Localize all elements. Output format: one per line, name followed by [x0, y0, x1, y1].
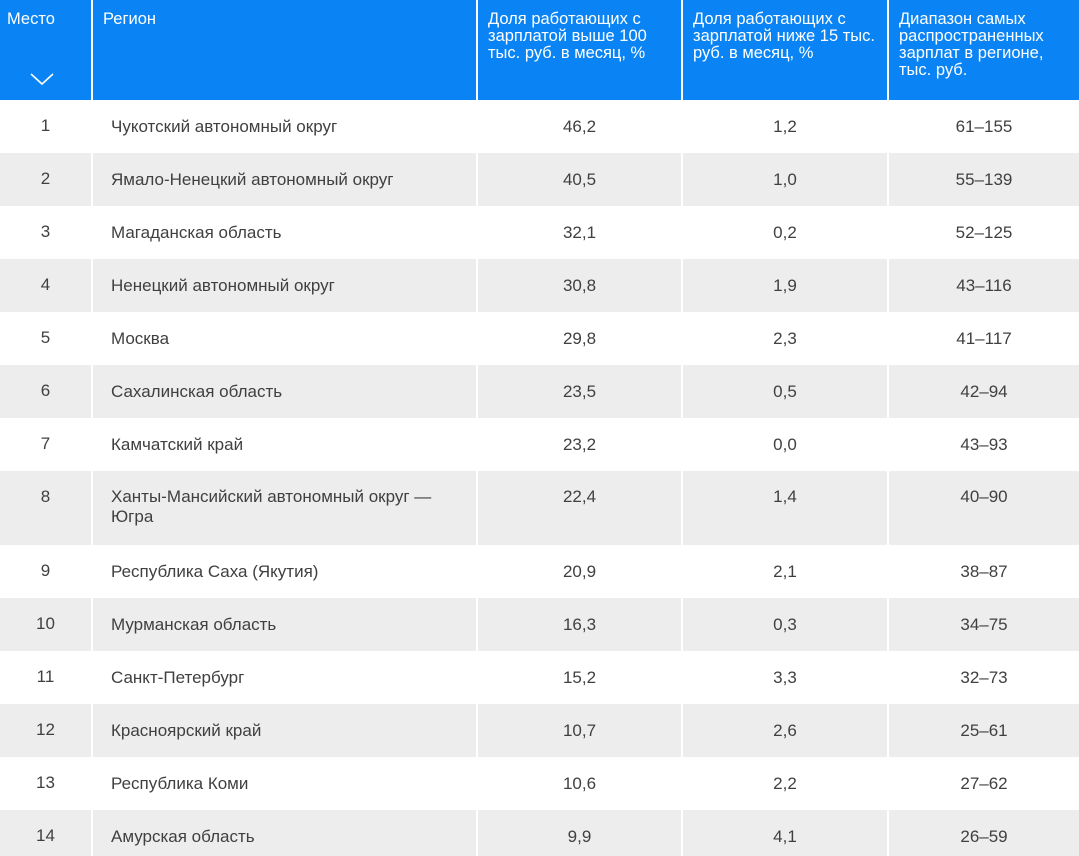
cell-below15: 0,5 [681, 365, 888, 418]
cell-above100: 29,8 [476, 312, 682, 365]
cell-above100: 10,6 [476, 757, 682, 810]
header-below15[interactable]: Доля работающих с зарплатой ниже 15 тыс.… [681, 0, 888, 100]
cell-place: 5 [40, 327, 51, 347]
cell-below15: 1,2 [681, 100, 888, 153]
table-row: 10 Мурманская область 16,3 0,3 34–75 [0, 598, 1079, 651]
cell-place: 13 [36, 772, 55, 792]
cell-range: 41–117 [887, 312, 1079, 365]
cell-region: Москва [91, 312, 477, 365]
cell-range: 43–116 [887, 259, 1079, 312]
cell-place: 1 [40, 115, 51, 135]
cell-range: 27–62 [887, 757, 1079, 810]
cell-place: 4 [0, 259, 92, 312]
table-row: 1 Чукотский автономный округ 46,2 1,2 61–155 [0, 100, 1079, 153]
cell-range: 38–87 [887, 545, 1079, 598]
cell-place: 9 [40, 560, 51, 580]
header-below15-label: Доля работающих с зарплатой ниже 15 тыс.… [693, 10, 875, 62]
cell-above100: 20,9 [476, 545, 682, 598]
cell-range: 52–125 [887, 206, 1079, 259]
cell-region: Республика Саха (Якутия) [91, 545, 477, 598]
cell-below15: 2,3 [681, 312, 888, 365]
cell-range: 55–139 [887, 153, 1079, 206]
cell-below15: 2,1 [681, 545, 888, 598]
cell-place: 12 [0, 704, 92, 757]
cell-above100: 46,2 [476, 100, 682, 153]
cell-range: 40–90 [887, 471, 1079, 545]
cell-place: 3 [40, 221, 51, 241]
cell-place: 6 [0, 365, 92, 418]
cell-range: 43–93 [887, 418, 1079, 471]
header-region[interactable]: Регион [91, 0, 477, 100]
cell-region: Магаданская область [91, 206, 477, 259]
chevron-down-icon[interactable] [29, 72, 55, 86]
cell-place: 7 [40, 433, 51, 453]
cell-range: 34–75 [887, 598, 1079, 651]
cell-region: Амурская область [91, 810, 477, 856]
header-place-label: Место [7, 10, 55, 28]
cell-range: 42–94 [887, 365, 1079, 418]
table-row: 13 Республика Коми 10,6 2,2 27–62 [0, 757, 1079, 810]
table-row: 6 Сахалинская область 23,5 0,5 42–94 [0, 365, 1079, 418]
cell-place: 11 [36, 666, 55, 686]
cell-region: Санкт-Петербург [91, 651, 477, 704]
cell-above100: 22,4 [476, 471, 682, 545]
cell-below15: 3,3 [681, 651, 888, 704]
header-place[interactable]: Место [0, 0, 92, 100]
header-range[interactable]: Диапазон самых распространенных зарплат … [887, 0, 1079, 100]
cell-region: Мурманская область [91, 598, 477, 651]
cell-above100: 23,2 [476, 418, 682, 471]
table-row: 12 Красноярский край 10,7 2,6 25–61 [0, 704, 1079, 757]
cell-below15: 0,3 [681, 598, 888, 651]
cell-region: Чукотский автономный округ [91, 100, 477, 153]
cell-place: 10 [0, 598, 92, 651]
table-body: 1 Чукотский автономный округ 46,2 1,2 61–155… [0, 100, 1079, 856]
table-row: 5 Москва 29,8 2,3 41–117 [0, 312, 1079, 365]
table-row: 4 Ненецкий автономный округ 30,8 1,9 43–116 [0, 259, 1079, 312]
cell-place: 2 [0, 153, 92, 206]
cell-below15: 2,2 [681, 757, 888, 810]
header-range-label: Диапазон самых распространенных зарплат … [899, 10, 1044, 79]
cell-place: 8 [0, 471, 92, 545]
table-row: 11 Санкт-Петербург 15,2 3,3 32–73 [0, 651, 1079, 704]
cell-region: Республика Коми [91, 757, 477, 810]
cell-below15: 1,4 [681, 471, 888, 545]
cell-above100: 16,3 [476, 598, 682, 651]
cell-below15: 1,9 [681, 259, 888, 312]
header-above100[interactable]: Доля работающих с зарплатой выше 100 тыс… [476, 0, 682, 100]
cell-below15: 2,6 [681, 704, 888, 757]
cell-range: 26–59 [887, 810, 1079, 856]
cell-region: Ямало-Ненецкий автономный округ [91, 153, 477, 206]
header-region-label: Регион [103, 10, 156, 28]
cell-above100: 40,5 [476, 153, 682, 206]
table-header: Место Регион Доля работающих с зарплатой… [0, 0, 1079, 100]
cell-above100: 10,7 [476, 704, 682, 757]
cell-place: 14 [0, 810, 92, 856]
cell-below15: 0,2 [681, 206, 888, 259]
cell-below15: 0,0 [681, 418, 888, 471]
table-row: 7 Камчатский край 23,2 0,0 43–93 [0, 418, 1079, 471]
table-row: 8 Ханты-Мансийский автономный округ — Югр… [0, 471, 1079, 545]
cell-above100: 23,5 [476, 365, 682, 418]
cell-above100: 15,2 [476, 651, 682, 704]
header-above100-label: Доля работающих с зарплатой выше 100 тыс… [488, 10, 647, 62]
cell-region: Камчатский край [91, 418, 477, 471]
cell-below15: 4,1 [681, 810, 888, 856]
cell-range: 32–73 [887, 651, 1079, 704]
cell-range: 61–155 [887, 100, 1079, 153]
cell-region: Сахалинская область [91, 365, 477, 418]
cell-region: Ненецкий автономный округ [91, 259, 477, 312]
cell-region: Ханты-Мансийский автономный округ — Югра [91, 471, 477, 545]
cell-above100: 9,9 [476, 810, 682, 856]
cell-range: 25–61 [887, 704, 1079, 757]
cell-above100: 32,1 [476, 206, 682, 259]
table-row: 9 Республика Саха (Якутия) 20,9 2,1 38–87 [0, 545, 1079, 598]
table-row: 3 Магаданская область 32,1 0,2 52–125 [0, 206, 1079, 259]
cell-above100: 30,8 [476, 259, 682, 312]
table-row: 2 Ямало-Ненецкий автономный округ 40,5 1,0 5… [0, 153, 1079, 206]
table-row: 14 Амурская область 9,9 4,1 26–59 [0, 810, 1079, 856]
cell-below15: 1,0 [681, 153, 888, 206]
cell-region: Красноярский край [91, 704, 477, 757]
